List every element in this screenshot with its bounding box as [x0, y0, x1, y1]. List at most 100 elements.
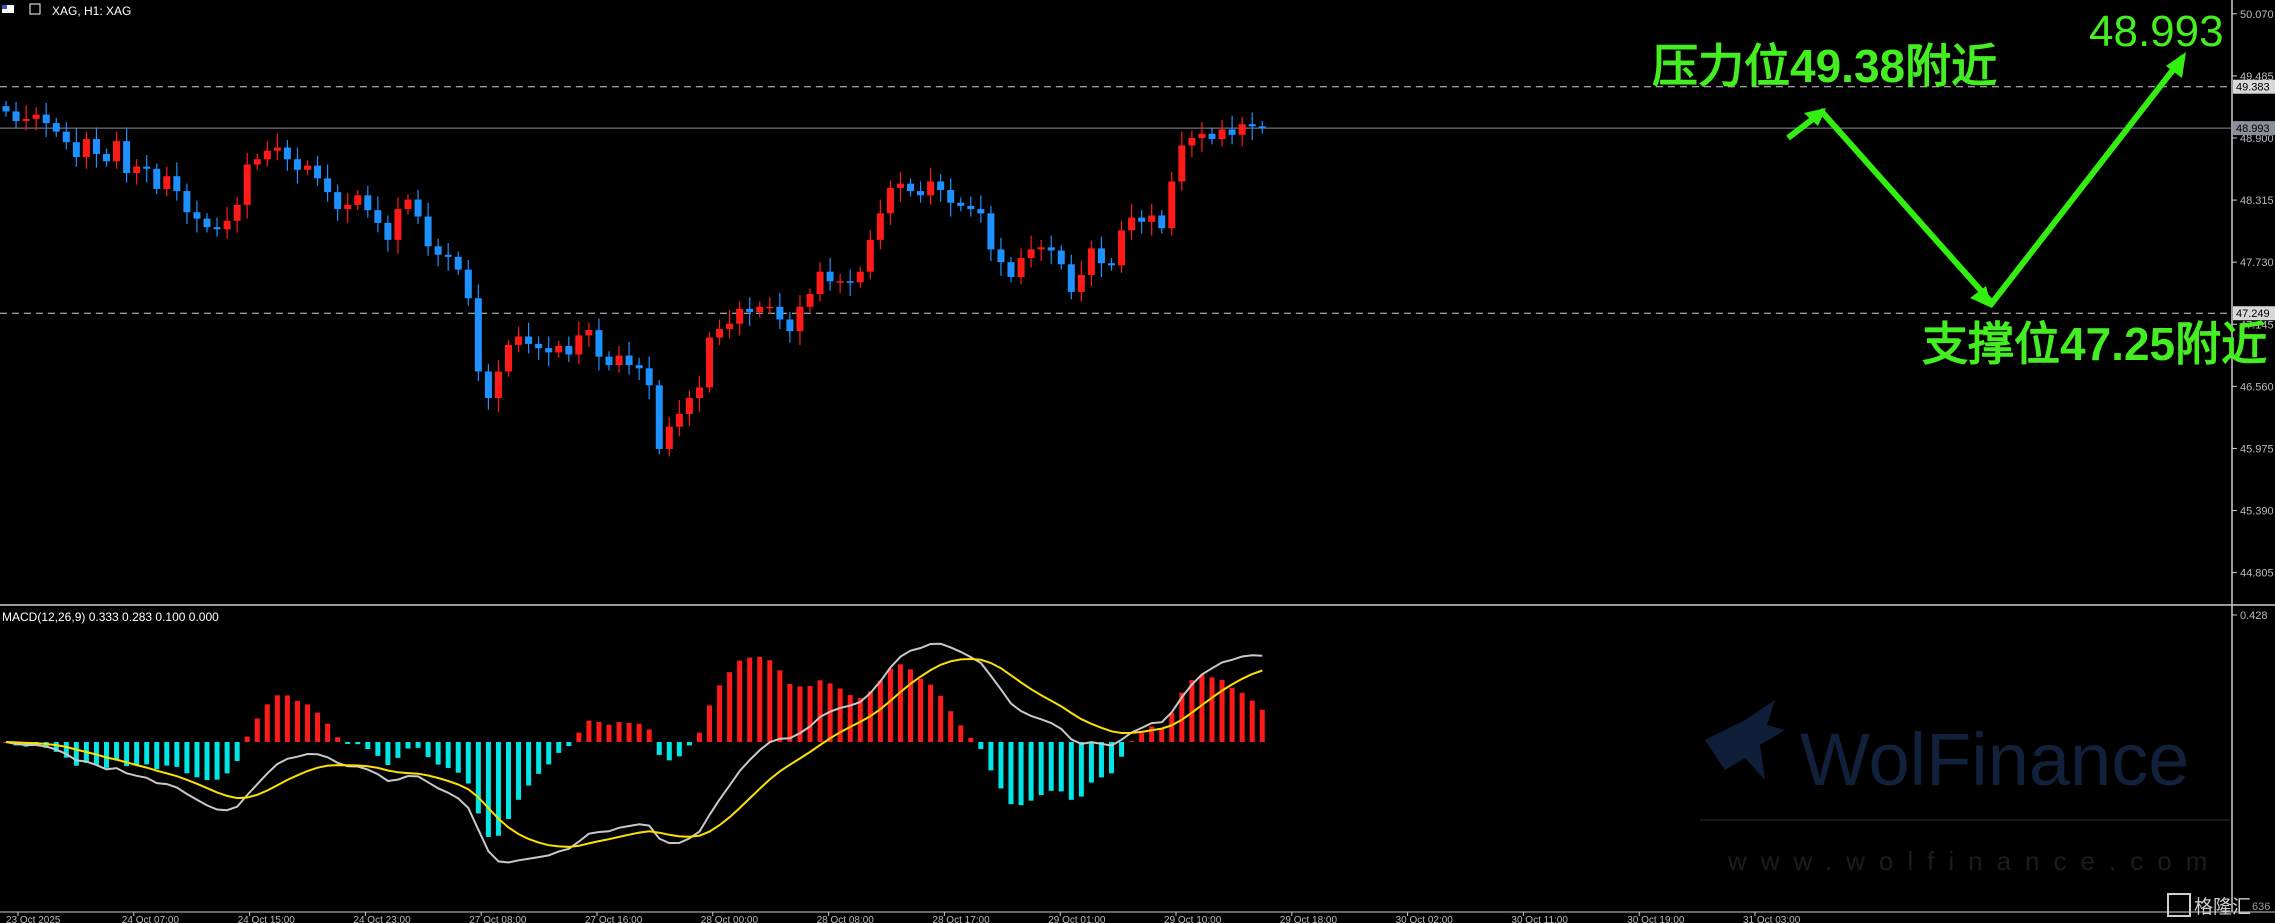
- candle-down: [655, 385, 663, 449]
- macd-histogram-bar: [1259, 709, 1265, 742]
- candle-up: [344, 204, 352, 210]
- macd-histogram-bar: [908, 669, 913, 742]
- candle-down: [213, 227, 221, 230]
- macd-histogram-bar: [1159, 727, 1165, 742]
- x-tick-label: 24 Oct 07:00: [122, 915, 180, 923]
- macd-histogram-bar: [928, 684, 934, 742]
- macd-histogram-bar: [787, 684, 793, 742]
- candle-up: [273, 147, 281, 151]
- candle-down: [1108, 263, 1115, 266]
- price-level-label: 49.383: [2236, 82, 2270, 94]
- candle-down: [1258, 126, 1266, 129]
- candle-up: [253, 159, 261, 165]
- candle-down: [72, 142, 80, 158]
- macd-histogram-bar: [606, 724, 612, 742]
- target-annotation: 48.993: [2089, 7, 2224, 56]
- macd-histogram-bar: [586, 720, 592, 742]
- candle-down: [364, 195, 372, 211]
- macd-histogram-bar: [1028, 742, 1034, 801]
- macd-histogram-bar: [254, 718, 260, 742]
- macd-histogram-bar: [666, 742, 672, 761]
- macd-histogram-bar: [546, 742, 552, 765]
- macd-histogram-bar: [596, 721, 602, 742]
- support-annotation: 支撑位47.25附近: [1922, 318, 2267, 370]
- macd-histogram-bar: [948, 711, 954, 742]
- macd-histogram-bar: [1038, 742, 1044, 796]
- annotations: 压力位49.38附近 支撑位47.25附近 48.993: [1652, 7, 2267, 370]
- y-tick-label: 48.900: [2240, 133, 2274, 145]
- y-tick-label: 45.975: [2240, 443, 2274, 455]
- macd-histogram-bar: [375, 742, 381, 756]
- macd-histogram-bar: [636, 723, 642, 742]
- x-tick-label: 30 Oct 02:00: [1396, 915, 1454, 923]
- candle-up: [816, 271, 824, 295]
- projection-arrow: [1786, 55, 2186, 308]
- candle-up: [675, 413, 683, 427]
- macd-histogram-bar: [144, 742, 150, 765]
- candle-down: [917, 191, 925, 196]
- candle-down: [12, 111, 20, 121]
- candle-down: [1248, 124, 1256, 127]
- macd-histogram-bar: [1109, 742, 1114, 774]
- macd-histogram-bar: [104, 742, 109, 768]
- macd-histogram-bar: [425, 742, 431, 758]
- macd-histogram-bar: [797, 686, 803, 742]
- candle-down: [1138, 217, 1146, 222]
- candle-up: [82, 139, 90, 158]
- candle-up: [736, 308, 744, 324]
- price-level-label: 48.993: [2236, 123, 2270, 135]
- candle-down: [937, 181, 945, 190]
- candle-down: [484, 371, 492, 399]
- candle-up: [876, 213, 884, 240]
- candle-down: [746, 308, 754, 313]
- x-tick-label: 24 Oct 23:00: [353, 915, 411, 923]
- candle-down: [1228, 129, 1236, 135]
- candle-down: [1097, 248, 1105, 264]
- x-tick-label: 29 Oct 18:00: [1280, 915, 1338, 923]
- y-tick-label: 46.560: [2240, 381, 2274, 393]
- macd-histogram-bar: [1199, 674, 1205, 742]
- wolf-logo-icon: [1705, 700, 1785, 780]
- candle-up: [1148, 215, 1156, 222]
- x-tick-label: 24 Oct 15:00: [238, 915, 296, 923]
- macd-histogram-bar: [274, 695, 280, 742]
- macd-histogram-bar: [73, 742, 79, 766]
- x-tick-label: 27 Oct 16:00: [585, 915, 643, 923]
- x-tick-label: 28 Oct 17:00: [932, 915, 990, 923]
- macd-histogram-bar: [576, 732, 582, 742]
- candle-down: [474, 298, 482, 372]
- macd-histogram-bar: [124, 742, 130, 767]
- candle-down: [92, 139, 100, 154]
- candle-up: [756, 306, 764, 313]
- macd-histogram-bar: [1078, 742, 1084, 797]
- candle-up: [1037, 247, 1045, 250]
- macd-histogram-bar: [1179, 692, 1185, 742]
- candle-down: [434, 246, 442, 255]
- candle-down: [826, 271, 834, 282]
- candle-down: [424, 216, 432, 247]
- candle-down: [907, 183, 914, 192]
- macd-histogram-bar: [475, 742, 481, 814]
- macd-signal-line: [5, 657, 1263, 848]
- candle-down: [776, 306, 784, 320]
- watermark-brand: WolFinance: [1800, 718, 2189, 801]
- candle-down: [283, 147, 291, 160]
- time-axis: 23 Oct 2025 24 Oct 07:00 24 Oct 15:00 24 Oc…: [6, 912, 1801, 923]
- macd-histogram-bar: [767, 660, 773, 742]
- macd-histogram-bar: [114, 742, 120, 761]
- macd-histogram-bar: [566, 742, 572, 747]
- candle-down: [1208, 133, 1216, 140]
- chart-title: XAG, H1: XAG: [52, 4, 131, 18]
- arrowhead-top-left: [1804, 108, 1826, 126]
- candle-up: [706, 337, 713, 388]
- y-tick-label: 47.730: [2240, 257, 2274, 269]
- candle-up: [615, 355, 623, 366]
- macd-histogram-bar: [887, 668, 893, 742]
- macd-histogram-bar: [737, 660, 743, 742]
- y-tick-label: 44.805: [2240, 568, 2274, 580]
- candle-up: [695, 387, 703, 399]
- candle-up: [113, 141, 121, 162]
- corner-number: 636: [2252, 901, 2270, 913]
- corner-brand: 格隆汇: [2194, 896, 2251, 918]
